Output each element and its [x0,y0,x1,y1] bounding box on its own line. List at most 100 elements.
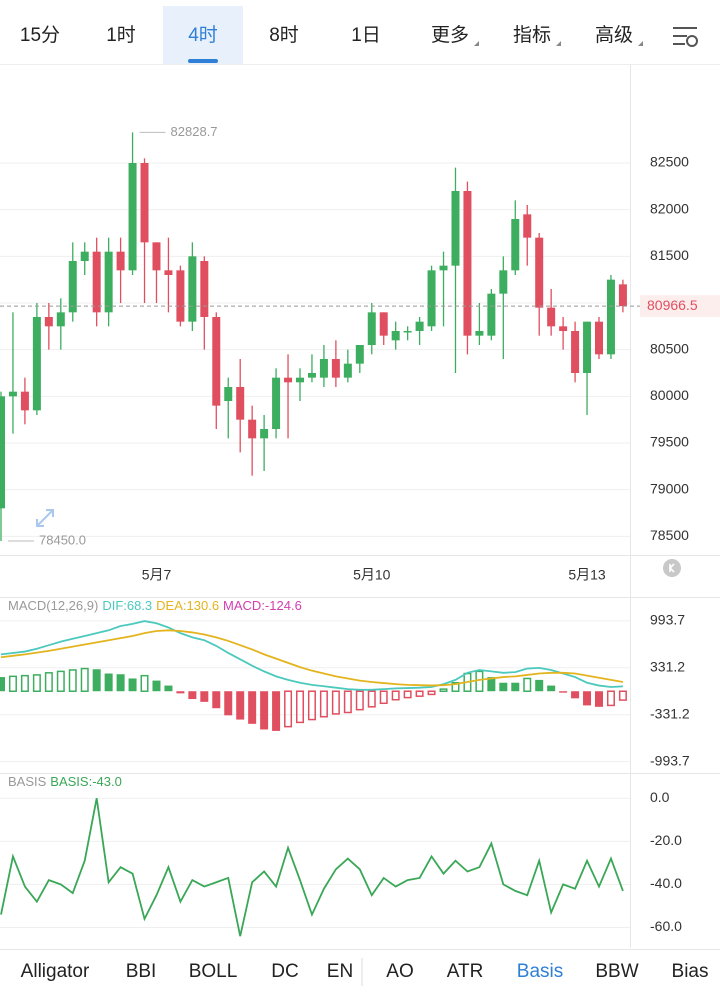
macd-bar [8,675,17,692]
indicator-tab[interactable]: Alligator [21,961,90,982]
candle-body [44,317,53,327]
settings-icon[interactable] [673,27,698,47]
candle-body [104,251,113,313]
candle-body [355,345,364,364]
indicator-tab[interactable]: DC [271,961,298,982]
x-tick-label: 5月13 [568,567,606,583]
y-tick-label: -993.7 [650,752,690,768]
candle-body [439,265,448,271]
indicator-tab[interactable]: AO [386,961,413,982]
macd-bar [307,690,316,721]
macd-bar [343,690,352,714]
indicator-tab[interactable]: Bias [672,961,709,982]
macd-line [0,620,623,691]
macd-bar [499,682,508,692]
y-tick-label: -331.2 [650,705,690,721]
macd-bar [415,690,424,697]
tab[interactable]: 1日 [351,25,381,46]
candle-body [8,391,17,397]
candle-body [248,419,257,439]
candle-body [343,363,352,378]
y-tick-label: -40.0 [650,875,682,891]
candle-body [606,279,615,355]
candle-body [463,191,472,336]
macd-bar [403,690,412,699]
y-tick-label: -60.0 [650,918,682,934]
candle-body [20,391,29,411]
tab[interactable]: 8时 [269,24,299,46]
indicator-tab[interactable]: ATR [447,961,484,982]
candle-body [523,214,532,238]
candle-body [296,377,304,383]
tab[interactable]: 4时 [188,24,218,46]
macd-bar [355,690,364,711]
candle-body [547,307,556,327]
tab[interactable]: 指标 [513,24,551,46]
scroll-latest-icon[interactable] [663,559,681,577]
indicator-legend: MACD(12,26,9) DIF:68.3 DEA:130.6 MACD:-124.… [8,598,302,613]
macd-bar [212,691,221,709]
macd-bar [104,673,113,692]
macd-bar [188,691,197,700]
indicator-tab[interactable]: BBI [126,961,157,982]
y-tick-label: 993.7 [650,612,685,628]
indicator-tab[interactable]: Basis [517,961,563,982]
candle-body [128,163,137,271]
macd-bar [559,691,568,693]
indicator-tabs: Alligator BBI BOLL DC EN AO ATR Basis BBW Bias [21,958,709,986]
candle-body [367,312,376,345]
macd-bar [595,691,603,707]
candle-body [487,293,496,336]
candle-body [379,312,388,336]
candle-body [284,377,293,383]
candle-body [319,359,328,378]
macd-bar [68,669,77,692]
candle-body [331,359,340,378]
extreme-label: 78450.0 [39,532,86,547]
macd-bar [20,674,29,692]
tab[interactable]: 15分 [20,24,60,46]
macd-bar [200,691,209,702]
y-tick-label: 0.0 [650,789,670,805]
tab[interactable]: 高级 [595,24,633,46]
last-price-box [640,295,720,318]
tab[interactable]: 1时 [106,24,136,46]
indicator-tab[interactable]: BBW [595,961,638,982]
macd-bar [80,667,89,692]
tab-selected-bg [163,6,243,64]
indicator-legend: BASIS BASIS:-43.0 [8,774,122,789]
macd-bar [439,688,448,692]
y-tick-label: 80500 [650,340,689,356]
indicator-tab[interactable]: EN [327,961,353,982]
y-tick-label: 331.2 [650,658,685,674]
y-tick-label: 78500 [650,527,689,543]
macd-bar [140,674,149,692]
top-bar [0,0,720,64]
expand-icon[interactable] [36,509,54,527]
dropdown-caret [556,41,561,46]
macd-bar [547,685,556,692]
macd-bar [152,680,161,692]
y-tick-label: 79000 [650,480,689,496]
y-tick-label: 82000 [650,200,689,216]
x-tick-label: 5月10 [353,567,391,583]
indicator-tab[interactable]: BOLL [189,961,238,982]
macd-bar [116,674,125,692]
macd-bar [272,691,281,731]
candle-body [200,261,209,317]
macd-bar [128,678,137,692]
candle-body [80,251,89,261]
timeframe-tabs: 15分 1时 4时 8时 1日 更多 指标 高级 [20,6,643,64]
macd-bar [176,691,185,694]
legend-item: MACD(12,26,9) [8,598,98,613]
macd-bar [606,690,615,707]
candle-body [511,219,520,271]
legend-item: BASIS:-43.0 [50,774,122,789]
y-tick-label: 81500 [650,247,689,263]
tab[interactable]: 更多 [431,24,469,46]
macd-bar [535,679,544,692]
candle-body [427,270,436,327]
legend-item: DEA:130.6 [156,598,219,613]
candle-body [68,261,77,313]
